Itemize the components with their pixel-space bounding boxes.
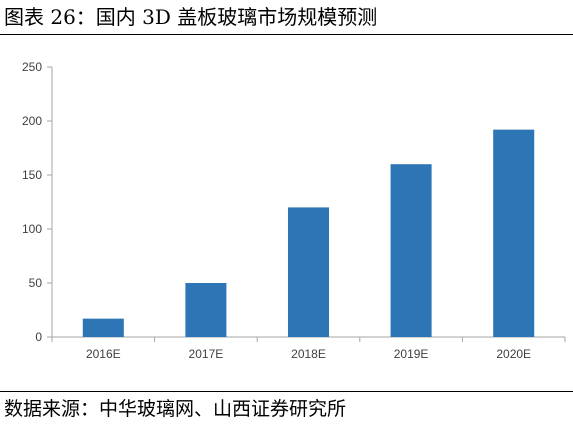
y-tick-label: 150 xyxy=(22,168,42,182)
bar-2016E xyxy=(82,318,124,337)
bar-2018E xyxy=(287,207,330,337)
y-tick-label: 200 xyxy=(22,114,42,128)
bar-2019E xyxy=(390,164,432,337)
bar-2020E xyxy=(493,129,535,337)
x-tick-label: 2016E xyxy=(86,347,121,361)
title-divider xyxy=(0,34,573,35)
data-source: 数据来源：中华玻璃网、山西证券研究所 xyxy=(4,398,347,420)
bar-2017E xyxy=(185,283,227,337)
y-tick-label: 50 xyxy=(29,276,43,290)
y-tick-label: 100 xyxy=(22,222,42,236)
x-tick-label: 2020E xyxy=(496,347,531,361)
x-tick-label: 2018E xyxy=(291,347,326,361)
y-tick-label: 0 xyxy=(35,330,42,344)
x-tick-label: 2017E xyxy=(189,347,224,361)
source-divider xyxy=(0,391,573,392)
x-tick-label: 2019E xyxy=(394,347,429,361)
bar-chart: 0 50 100 150 200 250 2016E 2017E 2018E 2019E 2020E xyxy=(22,60,566,361)
chart-title: 图表 26：国内 3D 盖板玻璃市场规模预测 xyxy=(4,5,378,29)
y-tick-label: 250 xyxy=(22,60,42,74)
